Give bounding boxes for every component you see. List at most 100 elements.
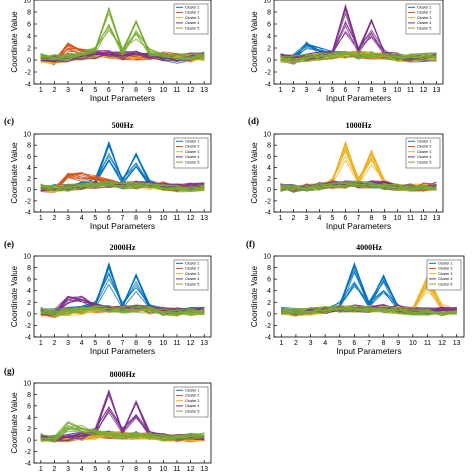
y-tick-label: 8 [267,10,271,17]
y-tick-label: -4 [25,461,31,468]
x-tick-label: 1 [39,215,43,222]
x-tick-label: 9 [396,340,400,347]
x-tick-label: 12 [420,87,428,94]
y-tick-label: 0 [267,187,271,194]
legend-label: Cluster 2 [185,394,199,398]
legend-label: Cluster 1 [417,6,431,10]
y-tick-label: 0 [27,311,31,318]
y-tick-label: -2 [25,198,31,205]
y-tick-label: -4 [265,335,271,342]
y-tick-label: 2 [27,300,31,307]
y-tick-label: 0 [267,58,271,65]
data-lines [40,6,205,66]
x-tick-label: 2 [52,87,56,94]
x-tick-label: 4 [323,340,327,347]
series-centroid-5 [40,308,205,314]
legend-label: Cluster 3 [185,399,199,403]
x-tick-label: 3 [66,340,70,347]
y-tick-label: 2 [267,176,271,183]
y-axis-label: Coordinate Value [10,142,19,204]
y-axis-label: Coordinate Value [250,11,259,73]
x-tick-label: 13 [200,466,208,473]
y-tick-label: 0 [27,187,31,194]
legend-label: Cluster 4 [185,404,199,408]
y-tick-label: 6 [267,22,271,29]
series-line-5 [280,183,437,193]
x-tick-label: 10 [409,340,417,347]
legend-label: Cluster 3 [417,16,431,20]
data-lines [40,388,205,443]
x-tick-label: 6 [107,215,111,222]
x-tick-label: 2 [52,215,56,222]
legend-label: Cluster 1 [185,262,199,266]
panel-title: 1000Hz [346,121,372,130]
x-tick-label: 4 [80,87,84,94]
series-centroid-5 [280,183,437,190]
y-tick-label: 2 [27,176,31,183]
series-line-5 [280,52,437,63]
legend-label: Cluster 3 [185,150,199,154]
x-tick-label: 13 [453,340,461,347]
legend-box [405,137,441,169]
legend-label: Cluster 1 [185,140,199,144]
x-tick-label: 6 [107,340,111,347]
x-tick-label: 4 [80,215,84,222]
x-tick-label: 6 [352,340,356,347]
x-tick-label: 7 [121,215,125,222]
legend-label: Cluster 4 [185,21,199,25]
x-tick-label: 3 [66,215,70,222]
x-tick-label: 10 [159,340,167,347]
y-tick-label: 2 [267,46,271,53]
x-tick-label: 1 [39,340,43,347]
y-tick-label: 0 [27,58,31,65]
panel-letter: (d) [248,116,259,126]
panel-letter: (c) [4,116,14,126]
legend-label: Cluster 5 [417,26,431,30]
x-tick-label: 9 [383,87,387,94]
x-tick-label: 13 [200,340,208,347]
x-tick-label: 1 [279,87,283,94]
x-tick-label: 12 [438,340,446,347]
y-tick-label: -2 [265,198,271,205]
y-tick-label: 2 [27,426,31,433]
x-tick-label: 8 [370,87,374,94]
x-tick-label: 1 [279,340,283,347]
x-tick-label: 8 [382,340,386,347]
panel-title: 8000Hz [110,370,136,379]
y-tick-label: 0 [267,311,271,318]
legend-label: Cluster 1 [185,6,199,10]
series-line-5 [280,51,437,62]
series-centroid-5 [281,308,457,314]
series-line-5 [40,430,205,440]
legend-label: Cluster 2 [185,145,199,149]
y-tick-label: 2 [267,300,271,307]
y-tick-label: 0 [27,438,31,445]
x-axis-label: Input Parameters [336,346,401,356]
x-tick-label: 1 [39,466,43,473]
x-tick-label: 2 [294,340,298,347]
x-tick-label: 3 [305,215,309,222]
legend-box [405,3,441,35]
x-tick-label: 12 [187,215,195,222]
series-line-5 [40,420,205,441]
x-tick-label: 5 [331,215,335,222]
x-axis-label: Input Parameters [90,346,155,356]
x-tick-label: 5 [338,340,342,347]
x-tick-label: 11 [173,466,180,473]
y-tick-label: 8 [27,265,31,272]
x-tick-label: 4 [80,466,84,473]
legend-label: Cluster 4 [438,277,452,281]
y-tick-label: 10 [23,0,31,5]
series-line-5 [40,305,205,315]
y-tick-label: 4 [27,288,31,295]
panel-letter: (e) [4,239,14,249]
legend-label: Cluster 3 [185,272,199,276]
x-tick-label: 10 [394,87,402,94]
x-tick-label: 4 [80,340,84,347]
